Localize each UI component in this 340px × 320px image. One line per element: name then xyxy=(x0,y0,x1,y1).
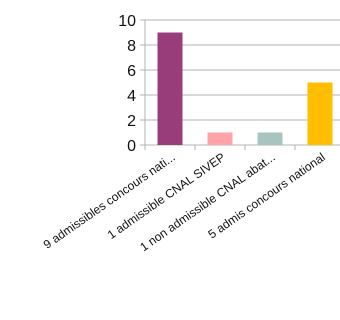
y-tick-label: 10 xyxy=(118,13,136,30)
y-tick-label: 8 xyxy=(127,38,136,55)
bar xyxy=(207,132,233,145)
y-tick-label: 6 xyxy=(127,63,136,80)
bar xyxy=(307,82,333,145)
bar xyxy=(257,132,283,145)
x-category-labels: 9 admissibles concours nati...1 admissib… xyxy=(41,150,328,254)
bars xyxy=(157,32,333,145)
y-tick-labels: 0 2 4 6 8 10 xyxy=(118,13,136,155)
y-tick-label: 4 xyxy=(127,88,136,105)
bar xyxy=(157,32,183,145)
y-tick-label: 0 xyxy=(127,138,136,155)
y-tick-label: 2 xyxy=(127,113,136,130)
